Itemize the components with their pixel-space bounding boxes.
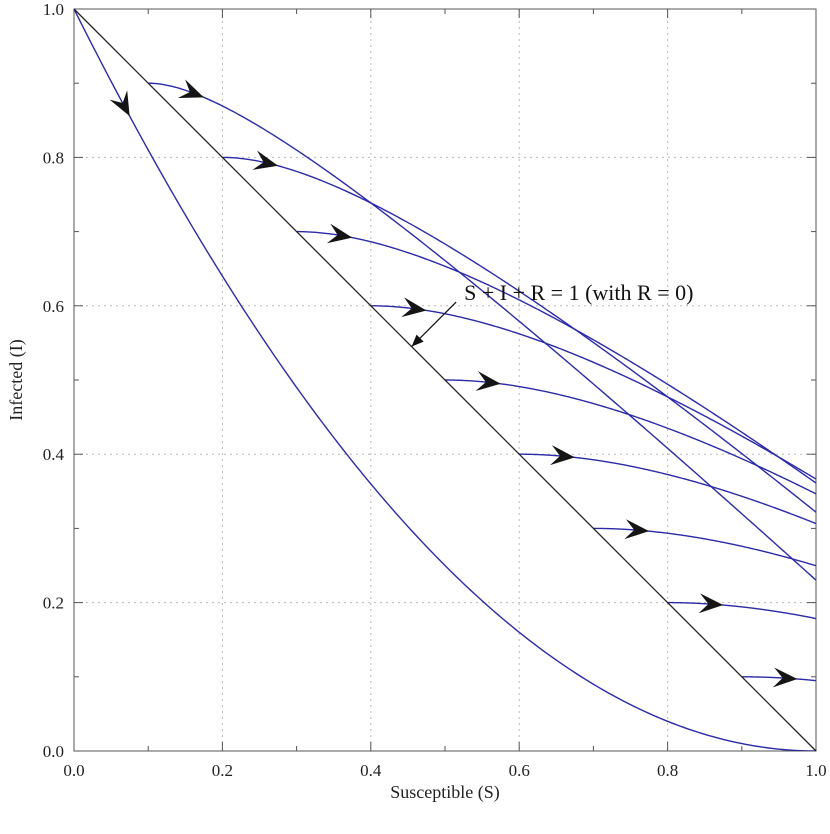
y-tick-label: 0.6 — [43, 297, 64, 316]
trajectory-curve — [148, 82, 816, 581]
annotation-arrowhead — [411, 334, 424, 347]
y-tick-label: 0.0 — [43, 742, 64, 761]
direction-arrow — [475, 371, 501, 392]
direction-arrow — [698, 593, 724, 614]
trajectory-curve — [74, 9, 816, 751]
annotation-text: S + I + R = 1 (with R = 0) — [464, 280, 693, 305]
x-tick-label: 0.8 — [657, 761, 678, 780]
x-tick-label: 0.2 — [212, 761, 233, 780]
annotation: S + I + R = 1 (with R = 0) — [411, 280, 693, 348]
trajectory-curve — [593, 527, 816, 567]
x-axis-label: Susceptible (S) — [390, 782, 500, 803]
trajectory-curve — [741, 676, 816, 682]
y-tick-label: 1.0 — [43, 0, 64, 19]
x-tick-label: 0.6 — [509, 761, 530, 780]
trajectory-curve — [445, 379, 816, 495]
trajectory-curve — [296, 230, 816, 484]
direction-arrow — [326, 223, 353, 244]
y-tick-label: 0.4 — [43, 445, 65, 464]
trajectory-curve — [667, 601, 816, 620]
direction-arrow — [624, 519, 650, 540]
trajectory-curve — [222, 156, 816, 513]
direction-arrow — [550, 445, 575, 466]
direction-arrows — [109, 79, 798, 688]
trajectory-curve — [370, 305, 816, 480]
direction-arrow — [109, 90, 130, 117]
x-tick-label: 0.0 — [63, 761, 84, 780]
x-tick-label: 1.0 — [805, 761, 826, 780]
x-tick-label: 0.4 — [360, 761, 382, 780]
direction-arrow — [772, 667, 798, 688]
y-axis-label: Infected (I) — [6, 339, 27, 420]
y-tick-label: 0.8 — [43, 148, 64, 167]
axis-ticks: 0.0 0.2 0.4 0.6 0.8 1.0 0.0 0.2 0.4 0.6 0.8 1.0 — [43, 0, 827, 780]
direction-arrow — [252, 150, 279, 170]
boundary-line — [73, 8, 817, 752]
direction-arrow — [177, 79, 204, 98]
direction-arrow — [401, 297, 427, 318]
y-tick-label: 0.2 — [43, 594, 64, 613]
